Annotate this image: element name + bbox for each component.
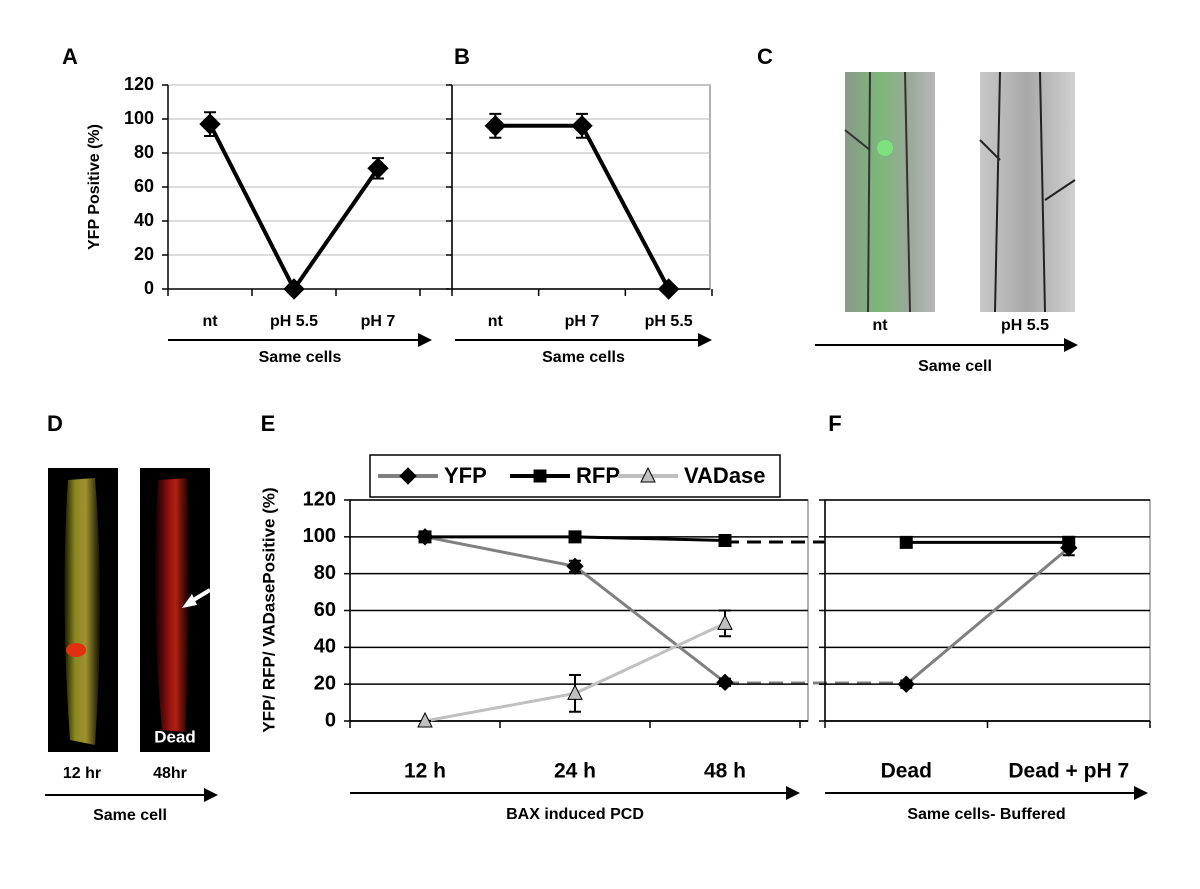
- x-axis-label: BAX induced PCD: [506, 806, 644, 823]
- x-tick-label: nt: [488, 313, 504, 330]
- x-tick-label: Dead + pH 7: [1008, 760, 1129, 783]
- y-tick-label: 120: [303, 488, 336, 510]
- data-point: [571, 115, 593, 137]
- arrow-head: [1064, 338, 1078, 352]
- x-axis-label: Same cells- Buffered: [907, 806, 1065, 823]
- legend-marker: [533, 469, 547, 483]
- legend-marker: [640, 466, 656, 483]
- legend-box: [369, 454, 781, 498]
- panel-title: D: [47, 411, 63, 436]
- panel-title: E: [261, 411, 276, 436]
- data-point: [568, 530, 582, 544]
- series-line: [495, 123, 671, 290]
- x-tick-label: 12 h: [404, 760, 446, 783]
- series-line: [905, 546, 1070, 686]
- y-tick-label: 0: [325, 709, 336, 731]
- data-point: [716, 673, 734, 692]
- data-point: [717, 614, 733, 630]
- y-tick-label: 80: [314, 562, 336, 584]
- legend-label: YFP: [444, 463, 487, 488]
- data-point: [417, 711, 433, 728]
- y-axis-label: YFP Positive (%): [86, 124, 103, 250]
- cell: [154, 478, 190, 732]
- y-tick-label: 20: [134, 244, 154, 264]
- image-label: 12 hr: [63, 765, 101, 782]
- series-line: [208, 123, 380, 293]
- y-tick-label: 40: [134, 210, 154, 230]
- y-tick-label: 100: [303, 525, 336, 547]
- y-tick-label: 40: [314, 636, 336, 658]
- arrow-head: [182, 594, 197, 608]
- y-tick-label: 20: [314, 672, 336, 694]
- data-point: [657, 278, 680, 300]
- image-label: nt: [872, 317, 888, 334]
- x-arrow-head: [786, 786, 800, 800]
- data-point: [367, 157, 389, 180]
- y-tick-label: 60: [314, 599, 336, 621]
- cell: [64, 478, 100, 745]
- y-tick-label: 0: [144, 278, 154, 298]
- x-tick-label: pH 7: [361, 313, 396, 330]
- legend-label: VADase: [684, 463, 766, 488]
- x-tick-label: nt: [202, 313, 218, 330]
- x-arrow-head: [698, 333, 712, 347]
- x-axis-label: Same cells: [259, 349, 342, 366]
- arrow-head: [204, 788, 218, 802]
- nucleus: [877, 140, 893, 156]
- cell-wall: [844, 71, 911, 313]
- panel-title: C: [757, 44, 773, 69]
- data-point: [899, 535, 913, 549]
- x-axis-label: Same cells: [542, 349, 625, 366]
- data-point: [1060, 539, 1078, 557]
- y-tick-label: 100: [124, 108, 154, 128]
- image-label: 48hr: [153, 765, 187, 782]
- micrograph: [980, 72, 1075, 312]
- data-point: [897, 675, 915, 693]
- legend-label: RFP: [576, 463, 620, 488]
- y-tick-label: 120: [124, 74, 154, 94]
- image-label: pH 5.5: [1001, 317, 1049, 334]
- x-arrow-head: [418, 333, 432, 347]
- nucleus: [66, 643, 86, 657]
- data-point: [718, 534, 732, 548]
- x-tick-label: pH 5.5: [645, 313, 693, 330]
- data-point: [418, 530, 432, 544]
- caption: Same cell: [918, 358, 992, 375]
- x-tick-label: 48 h: [704, 760, 746, 783]
- x-tick-label: pH 5.5: [270, 313, 318, 330]
- caption: Same cell: [93, 807, 167, 824]
- y-tick-label: 60: [134, 176, 154, 196]
- cell-wall: [979, 71, 1076, 313]
- y-axis-label: YFP/ RFP/ VADasePositive (%): [259, 487, 278, 732]
- micrograph: [845, 72, 935, 312]
- panel-title: F: [828, 411, 841, 436]
- data-point: [567, 684, 583, 700]
- data-point: [484, 115, 507, 137]
- legend-marker: [399, 467, 417, 485]
- x-arrow-head: [1134, 786, 1148, 800]
- data-point: [566, 557, 584, 576]
- data-point: [199, 113, 221, 135]
- panel-title: B: [454, 44, 470, 69]
- overlay-label: Dead: [154, 727, 196, 746]
- x-tick-label: pH 7: [565, 313, 600, 330]
- data-point: [283, 278, 305, 300]
- x-tick-label: Dead: [881, 760, 932, 783]
- panel-title: A: [62, 44, 78, 69]
- x-tick-label: 24 h: [554, 760, 596, 783]
- y-tick-label: 80: [134, 142, 154, 162]
